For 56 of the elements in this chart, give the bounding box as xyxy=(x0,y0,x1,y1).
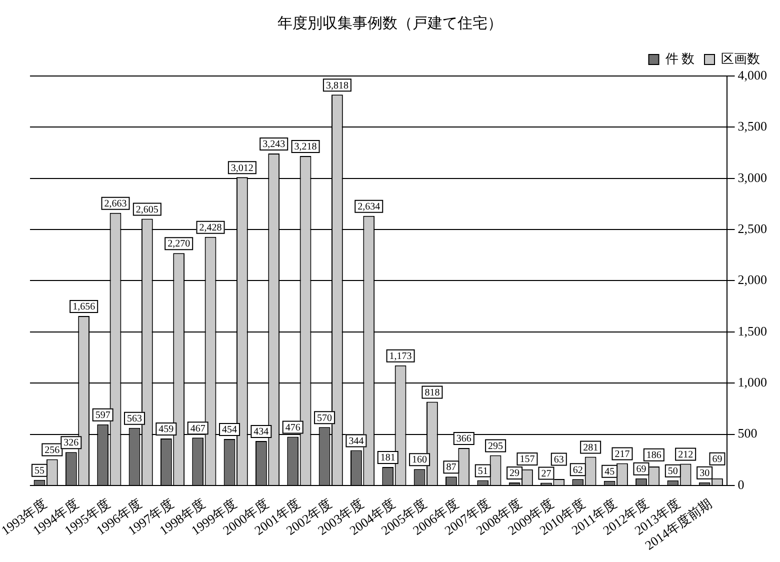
data-label: 454 xyxy=(222,424,238,436)
data-label: 29 xyxy=(510,468,520,480)
data-label: 1,656 xyxy=(72,302,96,313)
data-label: 30 xyxy=(700,468,710,480)
data-label: 160 xyxy=(412,454,428,466)
data-label: 3,818 xyxy=(326,80,348,92)
data-label: 3,243 xyxy=(262,139,286,150)
data-label: 570 xyxy=(317,412,332,424)
data-label: 459 xyxy=(158,424,174,436)
legend-label: 件 数 xyxy=(665,50,694,66)
y-tick-label: 4,000 xyxy=(738,67,767,82)
data-label: 186 xyxy=(646,450,662,462)
data-label: 476 xyxy=(285,422,300,434)
data-label: 326 xyxy=(64,438,79,449)
data-label: 256 xyxy=(44,444,60,456)
data-label: 2,634 xyxy=(358,201,380,212)
data-label: 281 xyxy=(583,442,598,454)
data-label: 51 xyxy=(478,466,488,477)
data-label: 3,218 xyxy=(294,142,317,153)
data-label: 27 xyxy=(541,468,552,480)
data-label: 366 xyxy=(456,434,472,445)
data-label: 217 xyxy=(614,448,630,460)
y-tick-label: 2,000 xyxy=(738,272,767,288)
data-label: 2,270 xyxy=(168,238,190,250)
data-label: 69 xyxy=(712,454,722,466)
legend-label: 区画数 xyxy=(721,50,760,66)
y-tick-label: 500 xyxy=(738,426,758,441)
data-label: 563 xyxy=(127,413,142,424)
data-label: 55 xyxy=(34,465,44,476)
chart-title: 年度別収集事例数（戸建て住宅） xyxy=(278,14,502,32)
y-tick-label: 1,000 xyxy=(738,374,767,390)
data-label: 2,663 xyxy=(104,198,127,210)
y-tick-label: 1,500 xyxy=(738,323,767,338)
y-tick-label: 3,000 xyxy=(738,170,767,185)
data-label: 87 xyxy=(446,462,456,474)
data-label: 50 xyxy=(668,466,678,477)
data-label: 45 xyxy=(604,466,615,478)
data-label: 157 xyxy=(520,454,535,466)
data-label: 69 xyxy=(636,464,646,476)
y-tick-label: 0 xyxy=(738,476,744,492)
data-label: 181 xyxy=(380,452,396,464)
data-label: 1,173 xyxy=(389,351,412,362)
data-label: 3,012 xyxy=(230,162,254,174)
data-label: 2,605 xyxy=(136,204,158,216)
data-label: 434 xyxy=(254,426,269,438)
data-label: 344 xyxy=(348,436,364,447)
y-tick-label: 3,500 xyxy=(738,118,767,134)
data-label: 597 xyxy=(95,410,110,421)
data-label: 212 xyxy=(678,449,694,460)
data-label: 63 xyxy=(554,454,564,466)
data-label: 62 xyxy=(572,464,583,476)
data-label: 295 xyxy=(488,440,504,452)
data-label: 467 xyxy=(190,423,206,434)
data-label: 818 xyxy=(424,387,440,398)
data-label: 2,428 xyxy=(199,222,222,234)
y-tick-label: 2,500 xyxy=(738,220,767,236)
